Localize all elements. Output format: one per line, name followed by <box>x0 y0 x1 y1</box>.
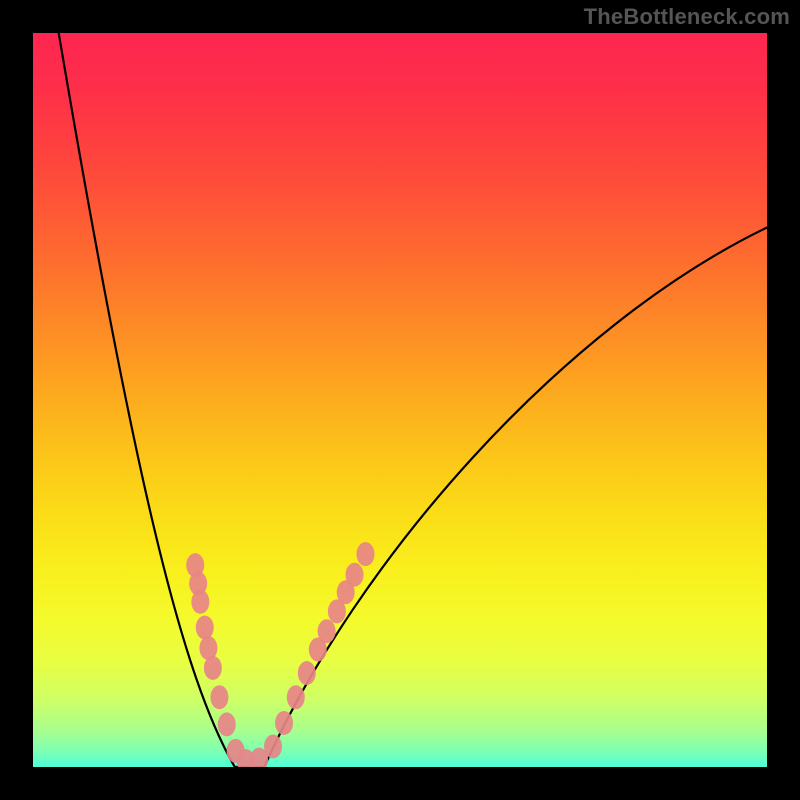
marker-dot <box>196 616 214 640</box>
watermark-text: TheBottleneck.com <box>584 4 790 30</box>
plot-area <box>33 33 767 767</box>
marker-dot <box>204 656 222 680</box>
curve-overlay <box>33 33 767 767</box>
marker-group <box>186 542 374 767</box>
marker-dot <box>191 590 209 614</box>
chart-frame: TheBottleneck.com <box>0 0 800 800</box>
marker-dot <box>210 685 228 709</box>
marker-dot <box>264 734 282 758</box>
marker-dot <box>275 711 293 735</box>
bottleneck-curve <box>59 33 767 767</box>
marker-dot <box>287 685 305 709</box>
marker-dot <box>345 563 363 587</box>
marker-dot <box>318 619 336 643</box>
marker-dot <box>218 712 236 736</box>
marker-dot <box>298 661 316 685</box>
marker-dot <box>357 542 375 566</box>
